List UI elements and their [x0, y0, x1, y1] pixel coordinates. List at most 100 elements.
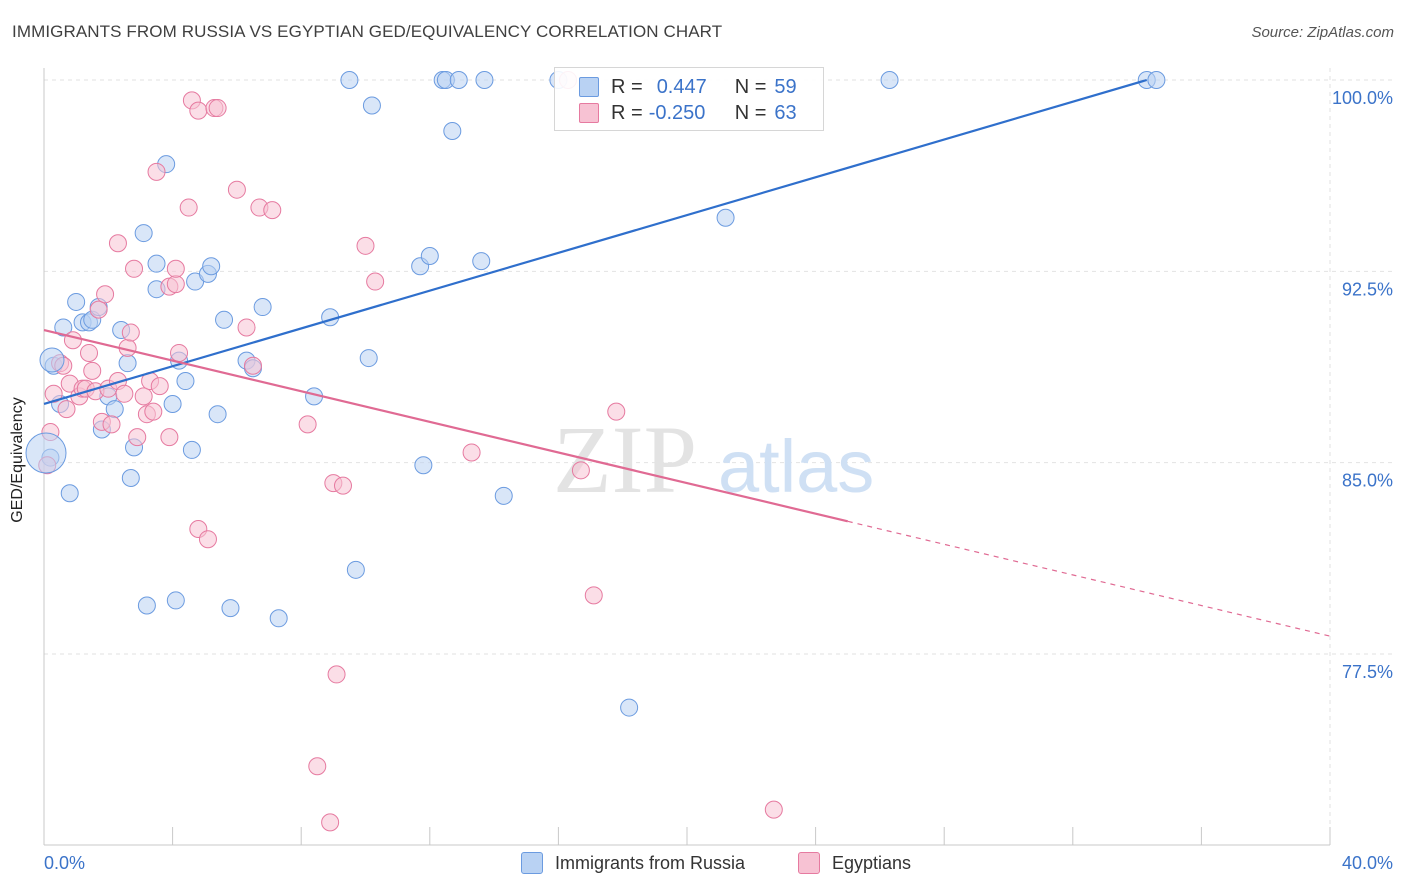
x-tick-label: 0.0%	[44, 853, 85, 873]
point-egyptians	[147, 162, 166, 181]
point-egyptians	[227, 180, 246, 199]
point-russia	[494, 486, 513, 505]
point-egyptians	[243, 356, 262, 375]
point-egyptians	[208, 99, 227, 118]
legend-n-value-russia: 59	[774, 75, 797, 98]
point-russia	[176, 372, 195, 391]
y-tick-label: 77.5%	[1342, 662, 1393, 682]
point-russia	[60, 484, 79, 503]
point-russia	[221, 599, 240, 618]
point-russia	[134, 224, 153, 243]
point-egyptians	[356, 236, 375, 255]
point-egyptians	[80, 343, 99, 362]
point-egyptians	[170, 343, 189, 362]
point-russia	[137, 596, 156, 615]
legend-row-egyptians: R = -0.250 N = 63	[579, 101, 797, 125]
point-egyptians	[321, 813, 340, 832]
correlation-legend: R = 0.447 N = 59 R = -0.250 N = 63	[554, 67, 824, 131]
point-egyptians	[179, 198, 198, 217]
bottom-legend-egyptians: Egyptians	[798, 852, 911, 874]
bottom-legend-swatch-egyptians	[798, 852, 820, 874]
point-egyptians	[366, 272, 385, 291]
legend-r-label: R =	[611, 101, 643, 124]
legend-n-label: N =	[734, 101, 767, 124]
point-russia	[269, 609, 288, 628]
bottom-legend-swatch-russia	[521, 852, 543, 874]
point-egyptians	[298, 415, 317, 434]
point-russia	[414, 456, 433, 475]
bottom-legend-russia: Immigrants from Russia	[521, 852, 745, 874]
legend-swatch-egyptians	[579, 103, 599, 123]
point-russia	[716, 208, 735, 227]
legend-swatch-russia	[579, 77, 599, 97]
point-egyptians	[96, 285, 115, 304]
trend-lines	[43, 78, 1331, 637]
watermark: ZIP atlas	[553, 406, 874, 513]
point-russia	[121, 468, 140, 487]
point-russia	[253, 298, 272, 317]
point-russia-large	[25, 432, 67, 474]
point-russia	[362, 96, 381, 115]
point-russia	[208, 405, 227, 424]
point-russia	[620, 698, 639, 717]
point-russia	[166, 591, 185, 610]
legend-r-label: R =	[611, 75, 643, 98]
point-russia	[449, 71, 468, 89]
point-russia	[475, 71, 494, 89]
point-russia	[118, 354, 137, 373]
data-points	[25, 71, 1166, 832]
point-russia	[182, 440, 201, 459]
point-russia	[420, 247, 439, 266]
point-egyptians	[237, 318, 256, 337]
point-egyptians	[63, 331, 82, 350]
point-egyptians	[166, 275, 185, 294]
watermark-zip: ZIP	[553, 406, 697, 513]
point-egyptians	[584, 586, 603, 605]
y-tick-label: 92.5%	[1342, 279, 1393, 299]
legend-r-value-russia: 0.447	[656, 75, 707, 98]
point-egyptians	[125, 259, 144, 278]
legend-n-label: N =	[734, 75, 767, 98]
point-russia	[359, 349, 378, 368]
point-egyptians	[263, 201, 282, 220]
point-russia	[105, 400, 124, 419]
point-egyptians	[160, 428, 179, 447]
point-russia	[163, 394, 182, 413]
point-egyptians	[607, 402, 626, 421]
point-russia	[202, 257, 221, 276]
point-egyptians	[108, 234, 127, 253]
point-egyptians	[144, 402, 163, 421]
x-tick-label: 40.0%	[1342, 853, 1393, 873]
point-egyptians	[83, 361, 102, 380]
point-egyptians	[121, 323, 140, 342]
bottom-legend-label-egyptians: Egyptians	[832, 852, 912, 873]
point-egyptians	[102, 415, 121, 434]
point-egyptians	[166, 259, 185, 278]
chart-source: Source: ZipAtlas.com	[1251, 24, 1394, 41]
legend-n-value-egyptians: 63	[774, 101, 797, 124]
point-russia	[1147, 71, 1166, 89]
point-russia	[346, 560, 365, 579]
point-egyptians	[115, 384, 134, 403]
point-russia	[215, 310, 234, 329]
point-russia	[880, 71, 899, 89]
point-russia	[472, 252, 491, 271]
point-egyptians	[189, 101, 208, 120]
point-egyptians	[57, 400, 76, 419]
watermark-atlas: atlas	[718, 425, 874, 508]
trend-line-egyptians	[43, 328, 849, 523]
legend-r-value-egyptians: -0.250	[648, 101, 706, 124]
trend-line-russia	[43, 78, 1148, 406]
point-egyptians	[134, 387, 153, 406]
point-egyptians	[333, 476, 352, 495]
point-egyptians	[128, 428, 147, 447]
point-egyptians	[198, 530, 217, 549]
point-egyptians	[462, 443, 481, 462]
point-egyptians	[89, 300, 108, 319]
tick-labels: 77.5% 85.0% 92.5% 100.0% 0.0% 40.0%	[44, 88, 1393, 873]
point-egyptians	[571, 461, 590, 480]
point-egyptians	[327, 665, 346, 684]
point-egyptians	[308, 757, 327, 776]
trend-line-egyptians-extension	[847, 520, 1331, 637]
y-tick-label: 100.0%	[1332, 88, 1393, 108]
